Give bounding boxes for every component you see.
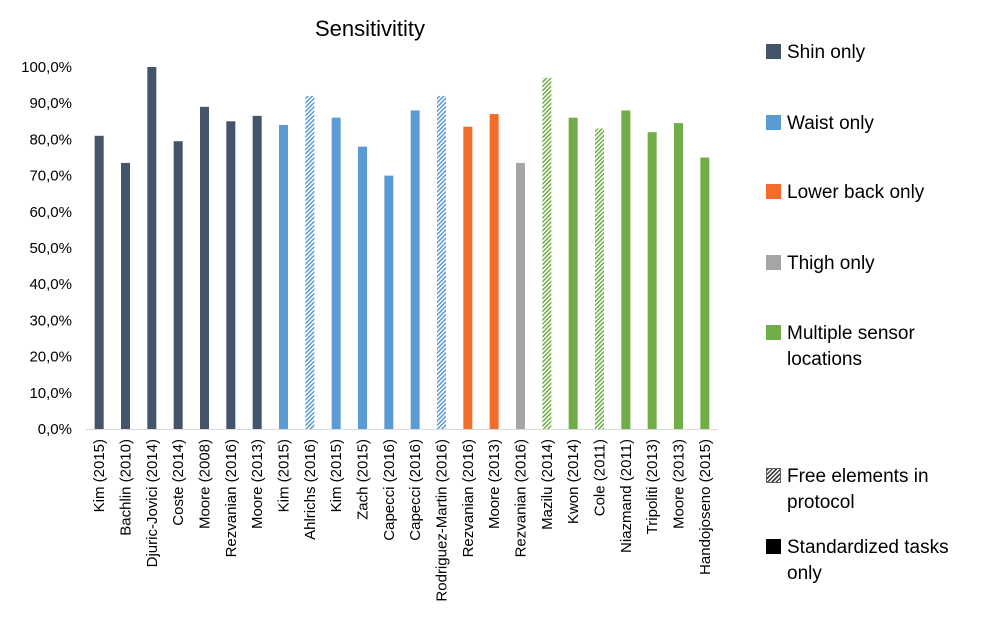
bar xyxy=(595,128,604,430)
legend-swatch-lowerback xyxy=(766,184,781,199)
x-tick-label: Capecci (2016) xyxy=(407,439,424,541)
chart-title: Sensitivitity xyxy=(315,16,425,41)
bar xyxy=(147,67,157,429)
legend: Shin only Waist only Lower back only Thi… xyxy=(766,0,988,634)
bar xyxy=(463,126,473,429)
x-tick-label: Djuric-Jovici (2014) xyxy=(144,439,161,567)
x-tick-label: Coste (2014) xyxy=(170,439,187,526)
bar xyxy=(358,146,367,429)
x-tick-label: Ahlrichs (2016) xyxy=(302,439,319,540)
legend-label-thigh: Thigh only xyxy=(787,253,875,274)
bar xyxy=(647,132,657,429)
bar xyxy=(437,95,446,430)
x-tick-label: Cole (2011) xyxy=(592,439,609,516)
legend-label-waist: Waist only xyxy=(787,113,874,134)
x-tick-label: Rezvanian (2016) xyxy=(460,439,477,557)
y-tick-label: 10,0% xyxy=(29,385,72,402)
x-tick-label: Rezvanian (2016) xyxy=(223,439,240,557)
bar xyxy=(252,115,262,430)
bar xyxy=(489,114,499,429)
x-tick-label: Rezvanian (2016) xyxy=(513,439,530,557)
x-tick-label: Kwon (2014) xyxy=(565,439,582,524)
y-tick-label: 80,0% xyxy=(29,131,72,148)
x-tick-label: Kim (2015) xyxy=(276,439,293,512)
legend-label-shin: Shin only xyxy=(787,42,866,63)
bar xyxy=(226,121,236,430)
legend-swatch-standardized xyxy=(766,539,781,554)
bar xyxy=(542,77,552,430)
legend-swatch-shin xyxy=(766,44,781,59)
legend-item-waist: Waist only xyxy=(766,111,874,137)
x-tick-label: Kim (2015) xyxy=(328,439,345,512)
bar xyxy=(331,117,341,430)
bar xyxy=(279,124,288,430)
bar xyxy=(700,157,710,429)
y-tick-label: 100,0% xyxy=(21,59,72,76)
legend-item-free-elements: Free elements in protocol xyxy=(766,464,929,516)
legend-label-multiple: Multiple sensor locations xyxy=(787,323,915,370)
y-tick-label: 40,0% xyxy=(29,276,72,293)
x-tick-label: Moore (2013) xyxy=(486,439,503,529)
y-axis: 0,0% 10,0% 20,0% 30,0% 40,0% 50,0% 60,0% 70,0% 8… xyxy=(21,59,72,438)
x-tick-label: Capecci (2016) xyxy=(381,439,398,541)
legend-label-lowerback: Lower back only xyxy=(787,182,925,203)
x-tick-label: Tripoliti (2013) xyxy=(644,439,661,534)
x-tick-label: Moore (2008) xyxy=(197,439,214,529)
legend-swatch-free-elements xyxy=(766,468,781,483)
x-tick-label: Mazilu (2014) xyxy=(539,439,556,530)
x-tick-label: Rodriguez-Martin (2016) xyxy=(434,439,451,602)
bar xyxy=(200,106,209,429)
legend-item-standardized: Standardized tasks only xyxy=(766,535,949,587)
bars xyxy=(94,67,710,430)
x-tick-label: Niazmand (2011) xyxy=(618,439,635,553)
bar xyxy=(173,141,183,429)
legend-item-multiple: Multiple sensor locations xyxy=(766,321,915,373)
y-tick-label: 0,0% xyxy=(38,421,72,438)
x-tick-label: Bachlin (2010) xyxy=(118,439,135,536)
y-tick-label: 50,0% xyxy=(29,240,72,257)
bar xyxy=(121,162,130,429)
bar xyxy=(568,117,578,430)
x-axis-tick-labels: Kim (2015) Bachlin (2010) Djuric-Jovici (2… xyxy=(91,439,714,602)
bar xyxy=(674,123,683,430)
legend-swatch-multiple xyxy=(766,325,781,340)
legend-item-thigh: Thigh only xyxy=(766,251,875,277)
bar xyxy=(94,135,104,429)
legend-swatch-thigh xyxy=(766,255,781,270)
y-tick-label: 70,0% xyxy=(29,168,72,185)
x-tick-label: Moore (2013) xyxy=(671,439,688,529)
x-tick-label: Zach (2015) xyxy=(355,439,372,520)
x-tick-label: Kim (2015) xyxy=(91,439,108,512)
bar xyxy=(516,162,525,429)
legend-label-free-elements: Free elements in protocol xyxy=(787,466,929,513)
bar xyxy=(621,110,631,429)
bar xyxy=(384,175,394,429)
y-tick-label: 90,0% xyxy=(29,95,72,112)
y-tick-label: 60,0% xyxy=(29,204,72,221)
x-tick-label: Handojoseno (2015) xyxy=(697,439,714,575)
legend-item-lowerback: Lower back only xyxy=(766,180,924,206)
x-tick-label: Moore (2013) xyxy=(249,439,266,529)
bar xyxy=(305,95,315,430)
legend-label-standardized: Standardized tasks only xyxy=(787,537,949,584)
bar xyxy=(410,110,420,429)
legend-item-shin: Shin only xyxy=(766,40,865,66)
legend-swatch-waist xyxy=(766,115,781,130)
y-tick-label: 20,0% xyxy=(29,349,72,366)
y-tick-label: 30,0% xyxy=(29,312,72,329)
